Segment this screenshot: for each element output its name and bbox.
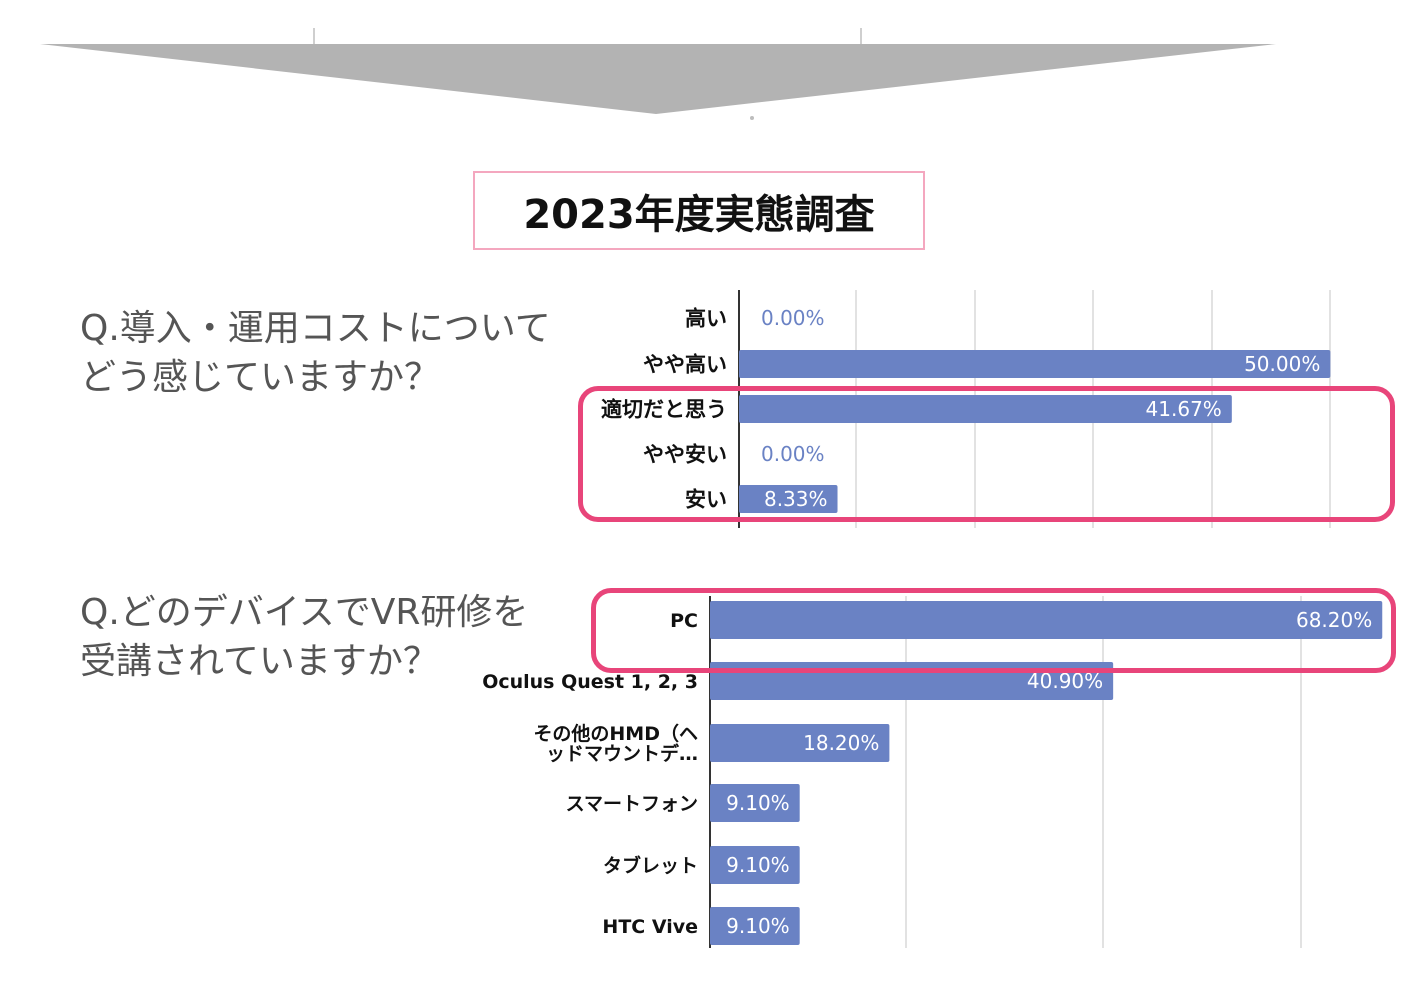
device-bar-4 [710,846,800,884]
device-bar-0 [710,601,1383,639]
cost-category-label-3: やや安い [643,443,727,467]
device-value-label-2: 18.20% [803,731,879,755]
device-value-label-4: 9.10% [726,853,790,877]
arrow-dot [750,116,754,120]
device-bar-5 [710,907,800,945]
cost-value-label-4: 8.33% [764,487,828,511]
device-bar-3 [710,784,800,822]
device-category-label-2: その他のHMD（ヘッドマウントデ… [533,722,698,765]
device-bar-2 [710,724,890,762]
highlight-pc [591,588,1396,673]
cost-value-label-2: 41.67% [1146,397,1222,421]
arrow-shape [40,44,1276,114]
device-category-label-0: PC [670,610,698,632]
question-cost: Q.導入・運用コストについて どう感じていますか？ [80,308,551,398]
cost-category-label-1: やや高い [643,353,727,377]
device-category-label-5: HTC Vive [602,916,698,938]
cost-value-label-0: 0.00% [761,306,825,330]
device-value-label-3: 9.10% [726,791,790,815]
question-device: Q.どのデバイスでVR研修を 受講されていますか？ [80,592,529,682]
cost-bar-1 [739,350,1331,378]
device-category-label-4: タブレット [603,854,698,877]
highlight-cost-range [578,386,1395,522]
cost-value-label-3: 0.00% [761,442,825,466]
device-value-label-0: 68.20% [1296,608,1372,632]
cost-bar-4 [739,485,838,513]
cost-category-label-0: 高い [685,307,727,331]
device-value-label-5: 9.10% [726,914,790,938]
cost-category-label-4: 安い [685,488,727,512]
cost-bar-2 [739,395,1232,423]
device-category-label-1: Oculus Quest 1, 2, 3 [482,671,698,693]
device-category-label-3: スマートフォン [566,793,698,815]
cost-value-label-1: 50.00% [1244,352,1320,376]
device-value-label-1: 40.90% [1027,669,1103,693]
cost-category-label-2: 適切だと思う [601,398,727,422]
survey-title-box: 2023年度実態調査 [473,171,925,250]
down-arrow-graphic [40,28,1276,120]
survey-title: 2023年度実態調査 [523,191,875,238]
